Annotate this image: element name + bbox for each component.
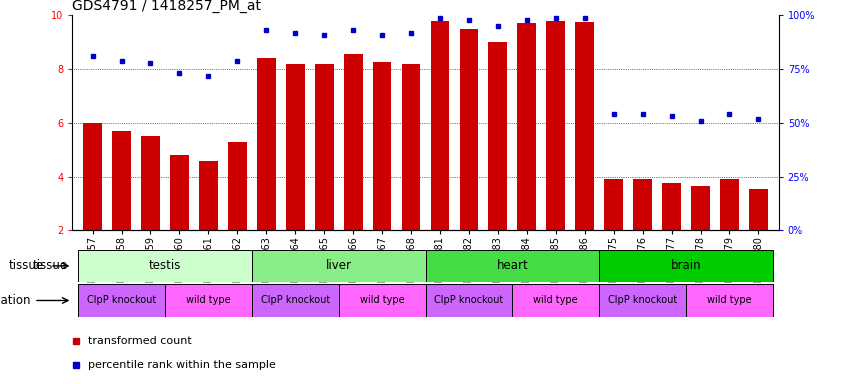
Text: testis: testis (149, 260, 181, 272)
Bar (431, 21, 449, 230)
Bar (604, 179, 623, 230)
Bar (228, 142, 247, 230)
Bar (252, 250, 426, 282)
Bar (512, 284, 599, 317)
Bar (402, 64, 420, 230)
Bar (141, 136, 160, 230)
Bar (315, 64, 334, 230)
Bar (599, 250, 773, 282)
Bar (546, 21, 565, 230)
Bar (78, 284, 165, 317)
Bar (83, 123, 102, 230)
Bar (633, 179, 652, 230)
Text: genotype/variation: genotype/variation (0, 294, 31, 307)
Text: wild type: wild type (360, 295, 404, 306)
Bar (165, 284, 252, 317)
Text: transformed count: transformed count (88, 336, 191, 346)
Text: brain: brain (671, 260, 701, 272)
Bar (691, 186, 710, 230)
Bar (170, 155, 189, 230)
Text: wild type: wild type (707, 295, 751, 306)
Text: wild type: wild type (534, 295, 578, 306)
Bar (373, 62, 391, 230)
Bar (575, 22, 594, 230)
Bar (426, 284, 512, 317)
Text: percentile rank within the sample: percentile rank within the sample (88, 360, 276, 370)
Bar (517, 23, 536, 230)
Bar (78, 250, 252, 282)
Bar (199, 161, 218, 230)
Text: ClpP knockout: ClpP knockout (260, 295, 330, 306)
Bar (662, 183, 681, 230)
Bar (686, 284, 773, 317)
Bar (426, 250, 599, 282)
Bar (720, 179, 739, 230)
Bar (488, 42, 507, 230)
Bar (599, 284, 686, 317)
Text: tissue: tissue (9, 260, 43, 272)
Bar (460, 29, 478, 230)
Text: tissue: tissue (33, 260, 68, 272)
Bar (344, 54, 363, 230)
Bar (252, 284, 339, 317)
Text: ClpP knockout: ClpP knockout (87, 295, 157, 306)
Text: wild type: wild type (186, 295, 231, 306)
Bar (112, 131, 131, 230)
Text: liver: liver (326, 260, 351, 272)
Text: ClpP knockout: ClpP knockout (434, 295, 504, 306)
Text: GDS4791 / 1418257_PM_at: GDS4791 / 1418257_PM_at (72, 0, 261, 13)
Bar (749, 189, 768, 230)
Text: ClpP knockout: ClpP knockout (608, 295, 677, 306)
Bar (339, 284, 426, 317)
Bar (257, 58, 276, 230)
Text: heart: heart (496, 260, 528, 272)
Bar (286, 64, 305, 230)
